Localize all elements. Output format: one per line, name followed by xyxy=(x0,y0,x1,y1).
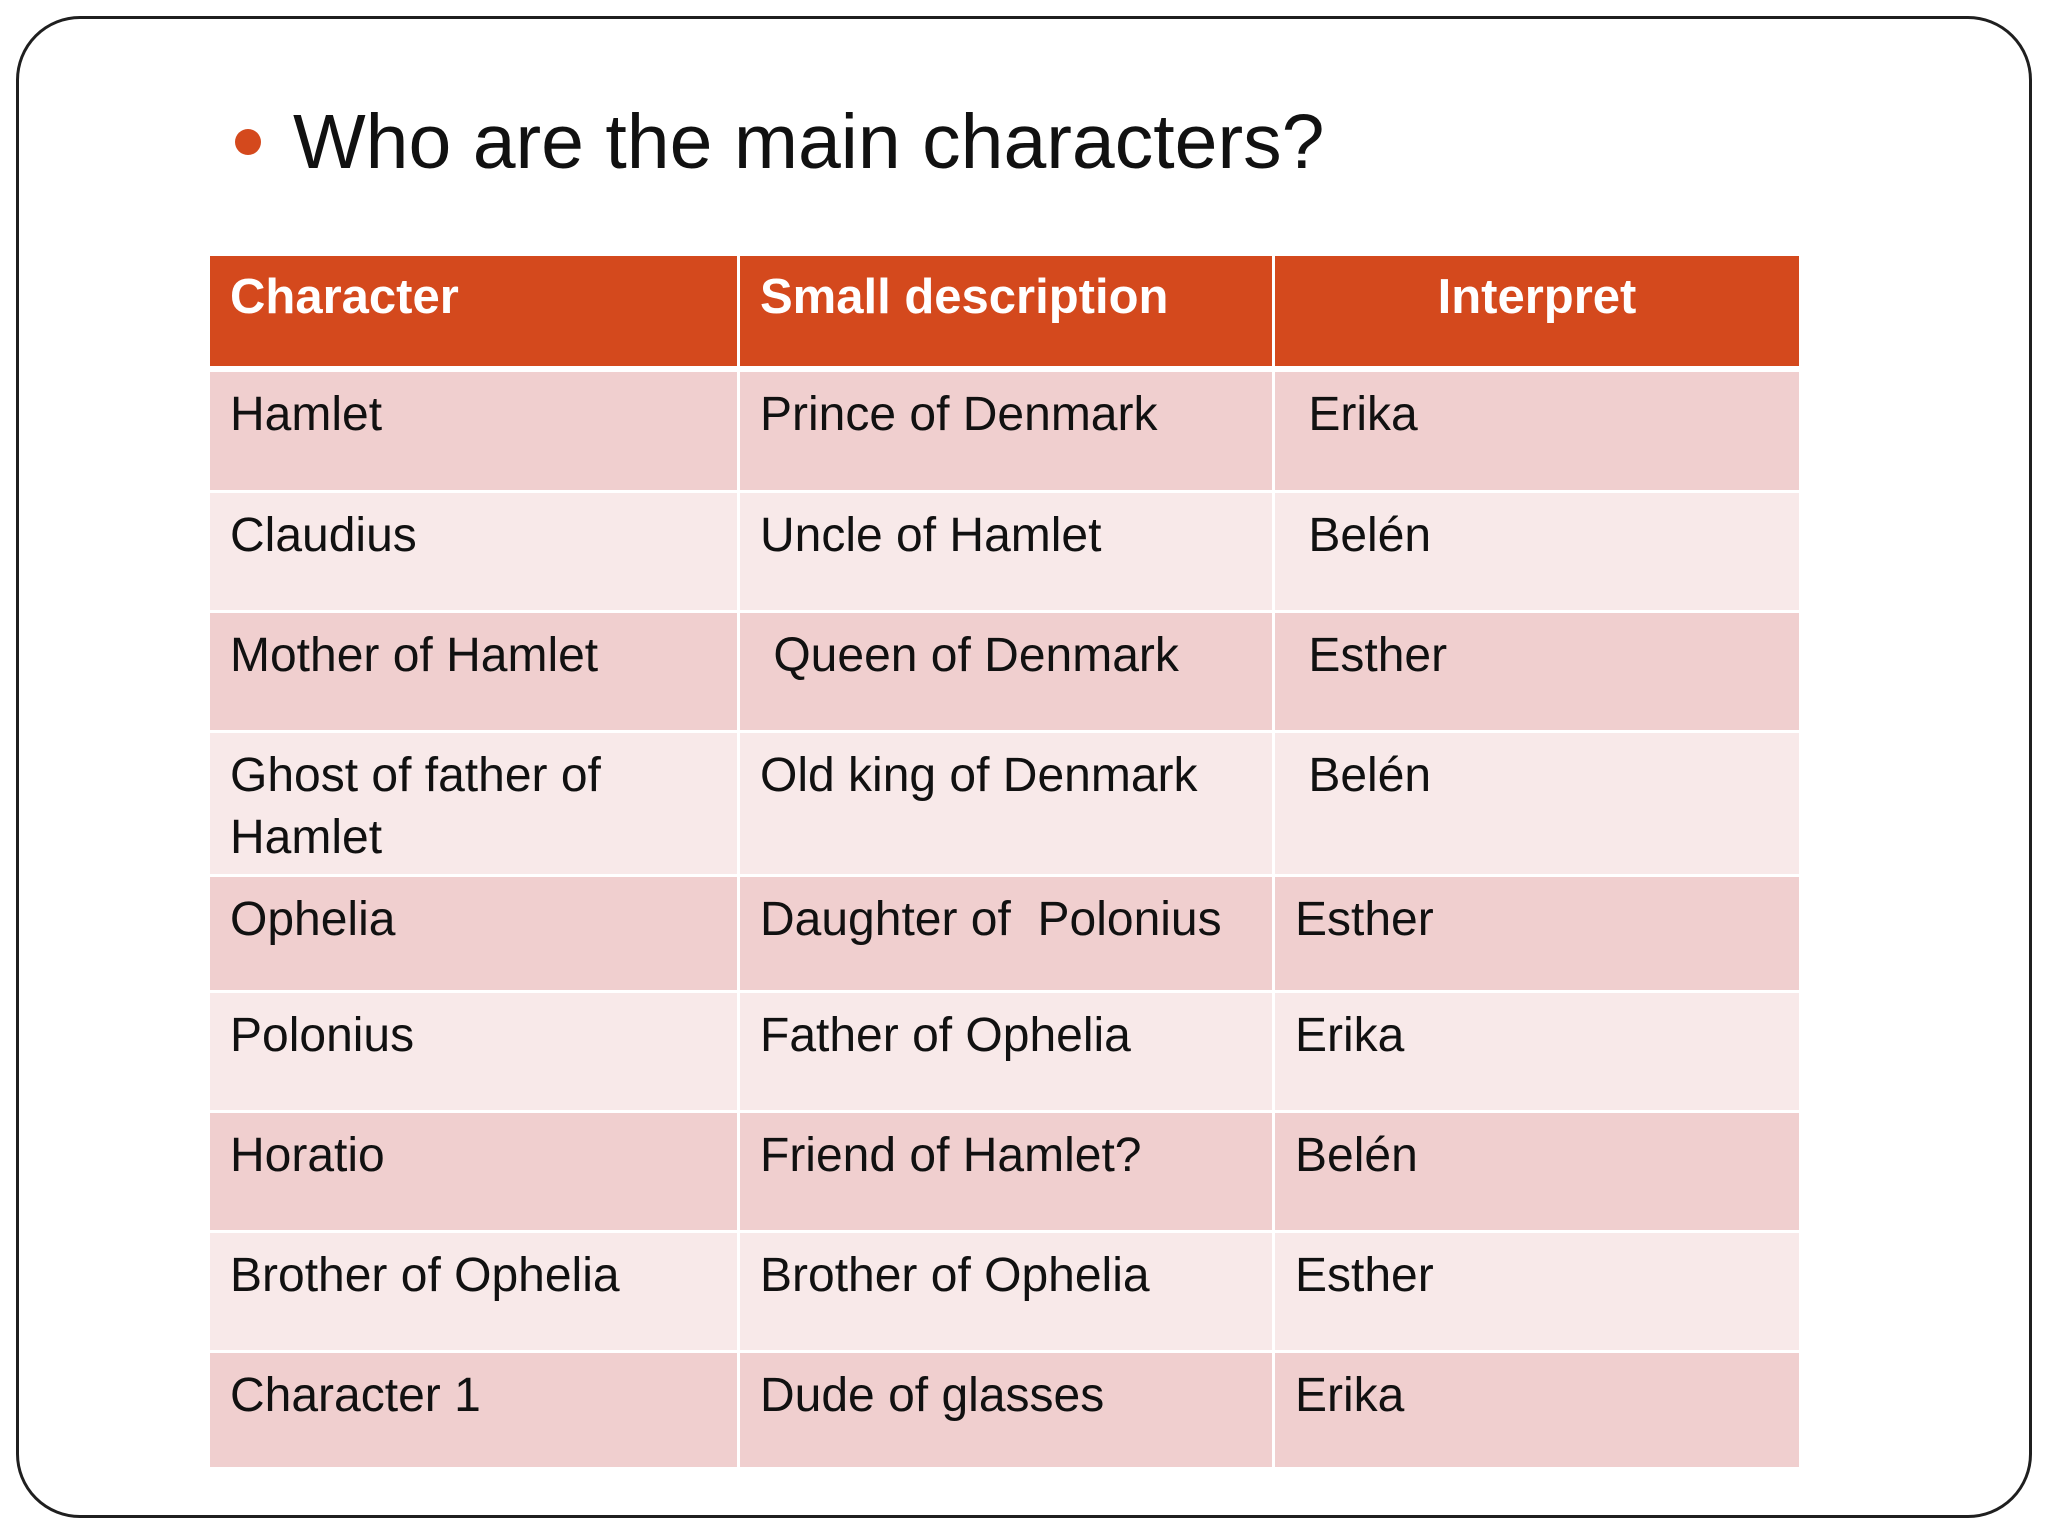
cell-character: Ghost of father of Hamlet xyxy=(210,733,737,877)
table-row: Brother of Ophelia Brother of Ophelia Es… xyxy=(210,1233,1799,1353)
cell-interpret: Esther xyxy=(1272,1233,1799,1353)
cell-character: Polonius xyxy=(210,993,737,1113)
table-row: Polonius Father of Ophelia Erika xyxy=(210,993,1799,1113)
cell-description: Uncle of Hamlet xyxy=(737,493,1272,613)
table-header: Character Small description Interpret xyxy=(210,256,1799,372)
table-row: Horatio Friend of Hamlet? Belén xyxy=(210,1113,1799,1233)
cell-description: Father of Ophelia xyxy=(737,993,1272,1113)
cell-interpret: Erika xyxy=(1272,993,1799,1113)
cell-description: Prince of Denmark xyxy=(737,372,1272,493)
table-row: Ophelia Daughter of Polonius Esther xyxy=(210,877,1799,993)
cell-interpret: Esther xyxy=(1272,613,1799,733)
cell-character: Horatio xyxy=(210,1113,737,1233)
cell-character: Mother of Hamlet xyxy=(210,613,737,733)
cell-interpret: Esther xyxy=(1272,877,1799,993)
cell-character: Ophelia xyxy=(210,877,737,993)
table-row: Ghost of father of Hamlet Old king of De… xyxy=(210,733,1799,877)
cell-description: Daughter of Polonius xyxy=(737,877,1272,993)
slide: Who are the main characters? Character S… xyxy=(16,16,2032,1518)
cell-description: Old king of Denmark xyxy=(737,733,1272,877)
cell-description: Queen of Denmark xyxy=(737,613,1272,733)
table-body: Hamlet Prince of Denmark Erika Claudius … xyxy=(210,372,1799,1470)
cell-interpret: Belén xyxy=(1272,733,1799,877)
table-row: Mother of Hamlet Queen of Denmark Esther xyxy=(210,613,1799,733)
header-interpret: Interpret xyxy=(1272,256,1799,372)
cell-character: Hamlet xyxy=(210,372,737,493)
title-row: Who are the main characters? xyxy=(235,97,1324,187)
characters-table: Character Small description Interpret Ha… xyxy=(210,256,1799,1470)
slide-title: Who are the main characters? xyxy=(293,98,1325,185)
cell-description: Dude of glasses xyxy=(737,1353,1272,1470)
table-row: Character 1 Dude of glasses Erika xyxy=(210,1353,1799,1470)
cell-interpret: Belén xyxy=(1272,493,1799,613)
header-row: Character Small description Interpret xyxy=(210,256,1799,372)
cell-interpret: Erika xyxy=(1272,1353,1799,1470)
cell-character: Claudius xyxy=(210,493,737,613)
cell-description: Friend of Hamlet? xyxy=(737,1113,1272,1233)
header-small-description: Small description xyxy=(737,256,1272,372)
cell-character: Character 1 xyxy=(210,1353,737,1470)
cell-description: Brother of Ophelia xyxy=(737,1233,1272,1353)
cell-interpret: Erika xyxy=(1272,372,1799,493)
table-row: Claudius Uncle of Hamlet Belén xyxy=(210,493,1799,613)
cell-character: Brother of Ophelia xyxy=(210,1233,737,1353)
header-character: Character xyxy=(210,256,737,372)
bullet-dot-icon xyxy=(235,129,261,155)
cell-interpret: Belén xyxy=(1272,1113,1799,1233)
table-row: Hamlet Prince of Denmark Erika xyxy=(210,372,1799,493)
